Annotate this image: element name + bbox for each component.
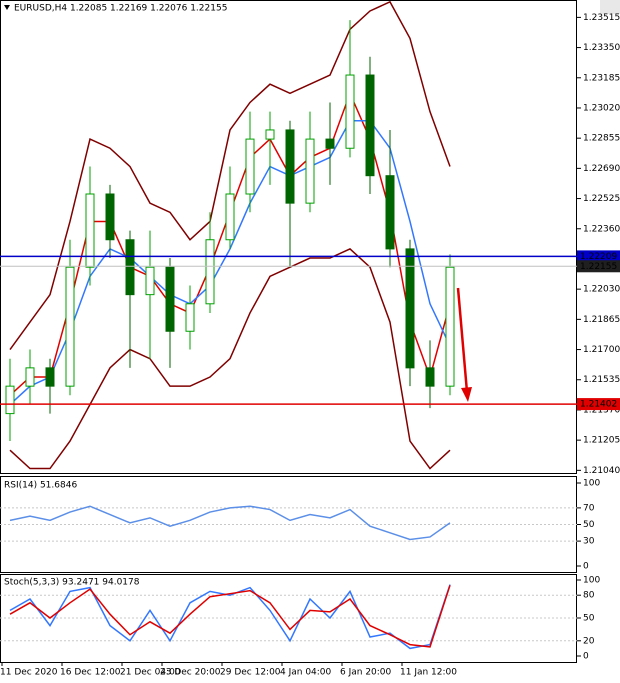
price-label: 1.21402 xyxy=(580,400,617,410)
price-label-box xyxy=(577,398,620,411)
price-label: 1.22209 xyxy=(580,252,617,262)
rsi-title: RSI(14) 51.6846 xyxy=(4,481,77,491)
menu-triangle[interactable] xyxy=(4,5,10,10)
y-tick-label: 1.22855 xyxy=(583,134,620,144)
y-tick-label: 80 xyxy=(583,591,595,601)
symbol-header: EURUSD,H4 1.22085 1.22169 1.22076 1.2215… xyxy=(14,4,227,14)
stoch-title: Stoch(5,3,3) 93.2471 94.0178 xyxy=(4,578,140,588)
x-tick-label: 21 Dec 04:00 xyxy=(120,668,181,678)
y-tick-label: 1.21865 xyxy=(583,315,620,325)
y-tick-label: 1.21535 xyxy=(583,375,620,385)
candle-body xyxy=(245,138,255,195)
indicator-line xyxy=(9,505,451,541)
y-tick-label: 1.22690 xyxy=(583,164,620,174)
candle-body xyxy=(105,193,115,241)
y-tick-label: 1.21205 xyxy=(583,436,620,446)
y-tick-label: 1.23515 xyxy=(583,13,620,23)
y-tick-label: 1.21040 xyxy=(583,466,620,476)
candle-body xyxy=(45,367,55,387)
y-tick-label: 1.21370 xyxy=(583,405,620,415)
arrow-shaft xyxy=(456,287,469,393)
indicator-line xyxy=(9,584,451,650)
y-tick-label: 1.22525 xyxy=(583,194,620,204)
candle-body xyxy=(205,239,215,305)
candle-body xyxy=(165,266,175,332)
candle-body xyxy=(445,266,455,387)
candle-body xyxy=(145,266,155,296)
candle-body xyxy=(305,138,315,204)
candle-body xyxy=(5,385,15,415)
main-panel-frame xyxy=(0,0,577,474)
x-tick-label: 23 Dec 20:00 xyxy=(160,668,221,678)
candle-body xyxy=(345,74,355,149)
x-tick-label: 11 Jan 12:00 xyxy=(400,668,457,678)
arrow-head xyxy=(461,387,472,402)
x-tick-label: 29 Dec 12:00 xyxy=(220,668,281,678)
y-tick-label: 100 xyxy=(583,576,600,586)
y-tick-label: 1.22030 xyxy=(583,285,620,295)
y-tick-label: 1.23185 xyxy=(583,73,620,83)
price-label-box xyxy=(577,260,620,273)
y-tick-label: 1.22360 xyxy=(583,224,620,234)
candle-body xyxy=(385,175,395,250)
corner-button[interactable] xyxy=(600,0,620,14)
y-tick-label: 1.23350 xyxy=(583,43,620,53)
candle-body xyxy=(325,138,335,149)
candle-body xyxy=(405,248,415,369)
y-tick-label: 100 xyxy=(583,479,600,489)
x-tick-label: 16 Dec 12:00 xyxy=(60,668,121,678)
candle-body xyxy=(185,303,195,332)
y-tick-label: 30 xyxy=(583,537,595,547)
forecast-arrow xyxy=(456,287,472,402)
candle-body xyxy=(425,367,435,387)
indicator-line xyxy=(9,585,451,648)
y-tick-label: 70 xyxy=(583,503,595,513)
y-tick-label: 0 xyxy=(583,562,589,572)
y-tick-label: 0 xyxy=(583,652,589,662)
y-tick-label: 1.21700 xyxy=(583,345,620,355)
candle-body xyxy=(365,74,375,177)
y-tick-label: 50 xyxy=(583,614,595,624)
candle-body xyxy=(265,129,275,140)
candle-body xyxy=(65,266,75,387)
indicator-line xyxy=(9,0,451,350)
y-tick-label: 20 xyxy=(583,636,595,646)
candle-body xyxy=(25,367,35,387)
candle-body xyxy=(285,129,295,204)
x-tick-label: 4 Jan 04:00 xyxy=(280,668,332,678)
candle-body xyxy=(225,193,235,241)
price-label: 1.22155 xyxy=(580,262,617,272)
indicator-line xyxy=(9,120,451,406)
y-tick-label: 50 xyxy=(583,520,595,530)
y-tick-label: 1.23020 xyxy=(583,103,620,113)
indicator-line xyxy=(9,248,451,470)
price-label-box xyxy=(577,250,620,263)
x-tick-label: 11 Dec 2020 xyxy=(0,668,58,678)
candle-body xyxy=(85,193,95,268)
candle-body xyxy=(125,239,135,296)
x-tick-label: 6 Jan 20:00 xyxy=(340,668,392,678)
